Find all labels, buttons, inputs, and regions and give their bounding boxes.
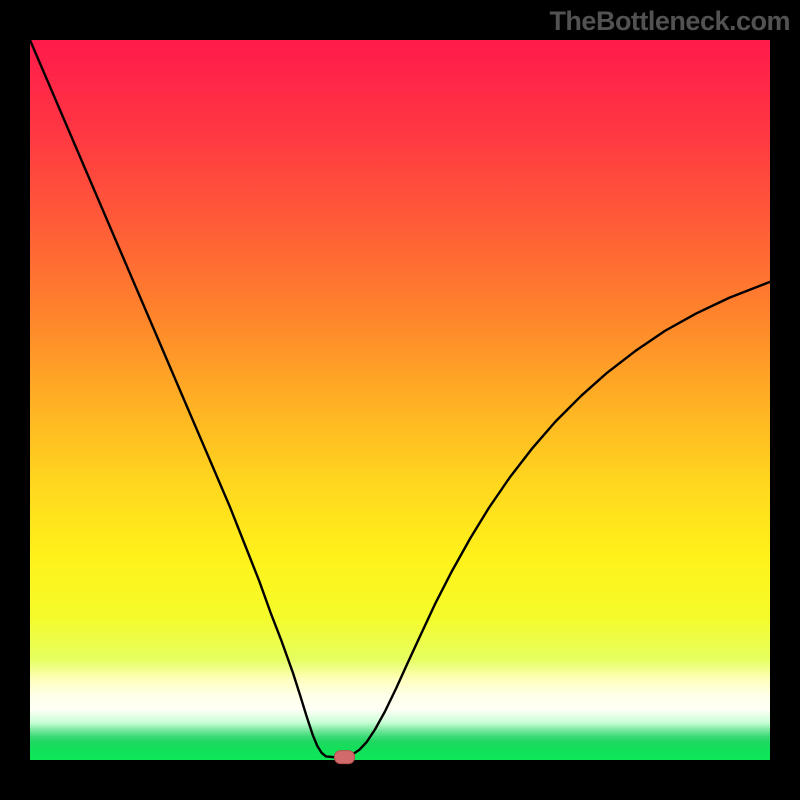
bottleneck-chart (0, 0, 800, 800)
chart-container: { "watermark": { "text": "TheBottleneck.… (0, 0, 800, 800)
watermark-text: TheBottleneck.com (549, 6, 790, 37)
optimal-point-marker (335, 751, 355, 764)
